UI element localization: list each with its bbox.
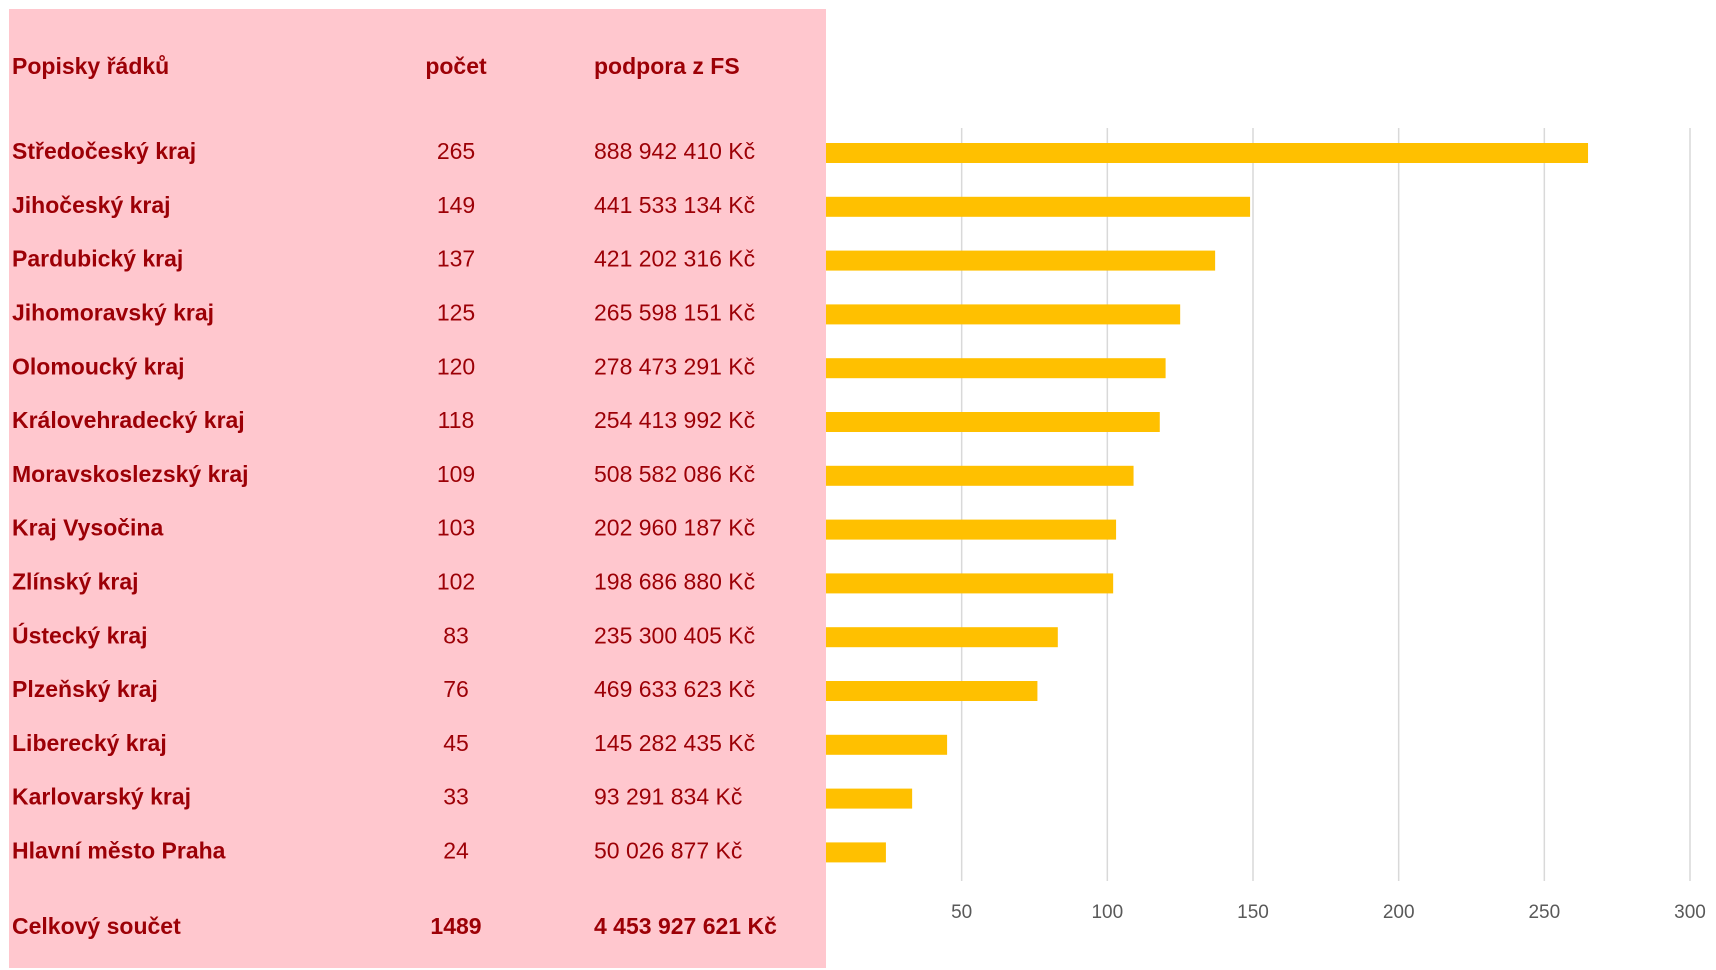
count-cell: 102	[437, 568, 475, 594]
bar	[816, 196, 1251, 217]
column-header: podpora z FS	[594, 53, 740, 79]
count-cell: 265	[437, 138, 475, 164]
count-cell: 83	[443, 622, 469, 648]
bar	[816, 143, 1589, 163]
count-cell: 76	[443, 676, 469, 702]
row-label: Moravskoslezský kraj	[12, 461, 249, 487]
count-cell: 149	[437, 192, 475, 218]
x-tick-label: 50	[951, 902, 972, 923]
row-label: Liberecký kraj	[12, 730, 167, 756]
x-tick-label: 250	[1528, 902, 1560, 923]
amount-cell: 93 291 834 Kč	[594, 784, 742, 810]
amount-cell: 50 026 877 Kč	[594, 837, 742, 863]
amount-cell: 441 533 134 Kč	[594, 192, 755, 218]
amount-cell: 469 633 623 Kč	[594, 676, 755, 702]
bar	[816, 358, 1166, 379]
count-cell: 103	[437, 515, 475, 541]
row-label: Jihomoravský kraj	[12, 299, 214, 325]
total-label: Celkový součet	[12, 913, 181, 939]
bar	[816, 734, 948, 755]
column-header: Popisky řádků	[12, 53, 169, 79]
amount-cell: 421 202 316 Kč	[594, 246, 755, 272]
column-header: počet	[425, 53, 487, 79]
row-label: Královehradecký kraj	[12, 407, 245, 433]
amount-cell: 235 300 405 Kč	[594, 622, 755, 648]
bar	[816, 412, 1160, 432]
bar	[816, 304, 1181, 325]
total-amount: 4 453 927 621 Kč	[594, 913, 777, 939]
row-label: Hlavní město Praha	[12, 837, 226, 863]
amount-cell: 508 582 086 Kč	[594, 461, 755, 487]
count-cell: 45	[443, 730, 469, 756]
count-cell: 33	[443, 784, 469, 810]
row-label: Pardubický kraj	[12, 246, 183, 272]
count-cell: 109	[437, 461, 475, 487]
bar	[816, 681, 1038, 701]
bar	[816, 788, 913, 809]
count-cell: 24	[443, 837, 469, 863]
amount-cell: 202 960 187 Kč	[594, 515, 755, 541]
count-cell: 118	[438, 407, 475, 433]
total-count: 1489	[430, 913, 481, 939]
x-tick-label: 150	[1237, 902, 1269, 923]
amount-cell: 888 942 410 Kč	[594, 138, 755, 164]
x-tick-label: 300	[1674, 902, 1706, 923]
table-background	[9, 9, 826, 968]
count-cell: 120	[437, 353, 475, 379]
row-label: Olomoucký kraj	[12, 353, 185, 379]
row-label: Plzeňský kraj	[12, 676, 158, 702]
x-tick-label: 100	[1091, 902, 1123, 923]
bar	[816, 842, 886, 863]
bar	[816, 627, 1058, 648]
row-label: Karlovarský kraj	[12, 784, 191, 810]
row-label: Středočeský kraj	[12, 138, 196, 164]
count-cell: 125	[437, 299, 475, 325]
amount-cell: 254 413 992 Kč	[594, 407, 755, 433]
row-label: Kraj Vysočina	[12, 515, 163, 541]
amount-cell: 198 686 880 Kč	[594, 568, 755, 594]
bar	[816, 250, 1216, 271]
row-label: Ústecký kraj	[12, 621, 148, 648]
bar	[816, 573, 1114, 594]
bar	[816, 519, 1117, 540]
x-tick-label: 200	[1383, 902, 1415, 923]
amount-cell: 145 282 435 Kč	[594, 730, 755, 756]
amount-cell: 265 598 151 Kč	[594, 299, 755, 325]
chart: 50 100 150 200 250 300	[816, 128, 1706, 923]
count-cell: 137	[437, 246, 475, 272]
bar	[816, 465, 1134, 486]
amount-cell: 278 473 291 Kč	[594, 353, 755, 379]
table: Popisky řádků počet podpora z FS Středočesk…	[12, 53, 777, 939]
row-label: Jihočeský kraj	[12, 192, 171, 218]
row-label: Zlínský kraj	[12, 568, 139, 594]
